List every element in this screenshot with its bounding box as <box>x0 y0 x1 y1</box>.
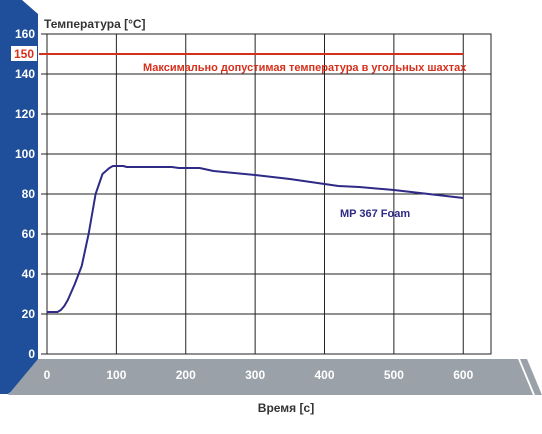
max-temperature-annotation: Максимально допустимая температура в уго… <box>143 62 467 74</box>
y-tick-label: 160 <box>15 27 35 41</box>
x-axis-band <box>8 359 533 395</box>
series-line-mp-367-foam <box>47 165 464 313</box>
x-axis-band-tail <box>520 359 542 395</box>
x-tick-labels: 0 100 200 300 400 500 600 <box>44 368 474 382</box>
series-label-mp-367-foam: MP 367 Foam <box>340 208 410 220</box>
x-tick-label: 500 <box>384 368 404 382</box>
y-tick-label: 40 <box>22 267 36 281</box>
x-tick-label: 400 <box>314 368 334 382</box>
x-tick-label: 100 <box>106 368 126 382</box>
y-tick-label: 20 <box>22 307 36 321</box>
max-temperature-label-box <box>11 46 37 61</box>
x-tick-label: 200 <box>176 368 196 382</box>
x-tick-label: 600 <box>453 368 473 382</box>
y-tick-label: 0 <box>28 347 35 361</box>
grid <box>41 33 492 355</box>
y-tick-label: 120 <box>15 107 35 121</box>
y-axis-title: Температура [°C] <box>44 17 146 31</box>
y-tick-label: 80 <box>22 187 36 201</box>
y-axis-panel <box>0 0 38 394</box>
x-axis-title: Время [с] <box>258 401 314 415</box>
x-tick-label: 300 <box>245 368 265 382</box>
y-tick-label: 100 <box>15 147 35 161</box>
y-tick-label: 140 <box>15 67 35 81</box>
x-tick-label: 0 <box>44 368 51 382</box>
y-tick-labels: 0 20 40 60 80 100 120 140 160 <box>15 27 35 361</box>
max-temperature-label: 150 <box>14 47 34 61</box>
y-tick-label: 60 <box>22 227 36 241</box>
